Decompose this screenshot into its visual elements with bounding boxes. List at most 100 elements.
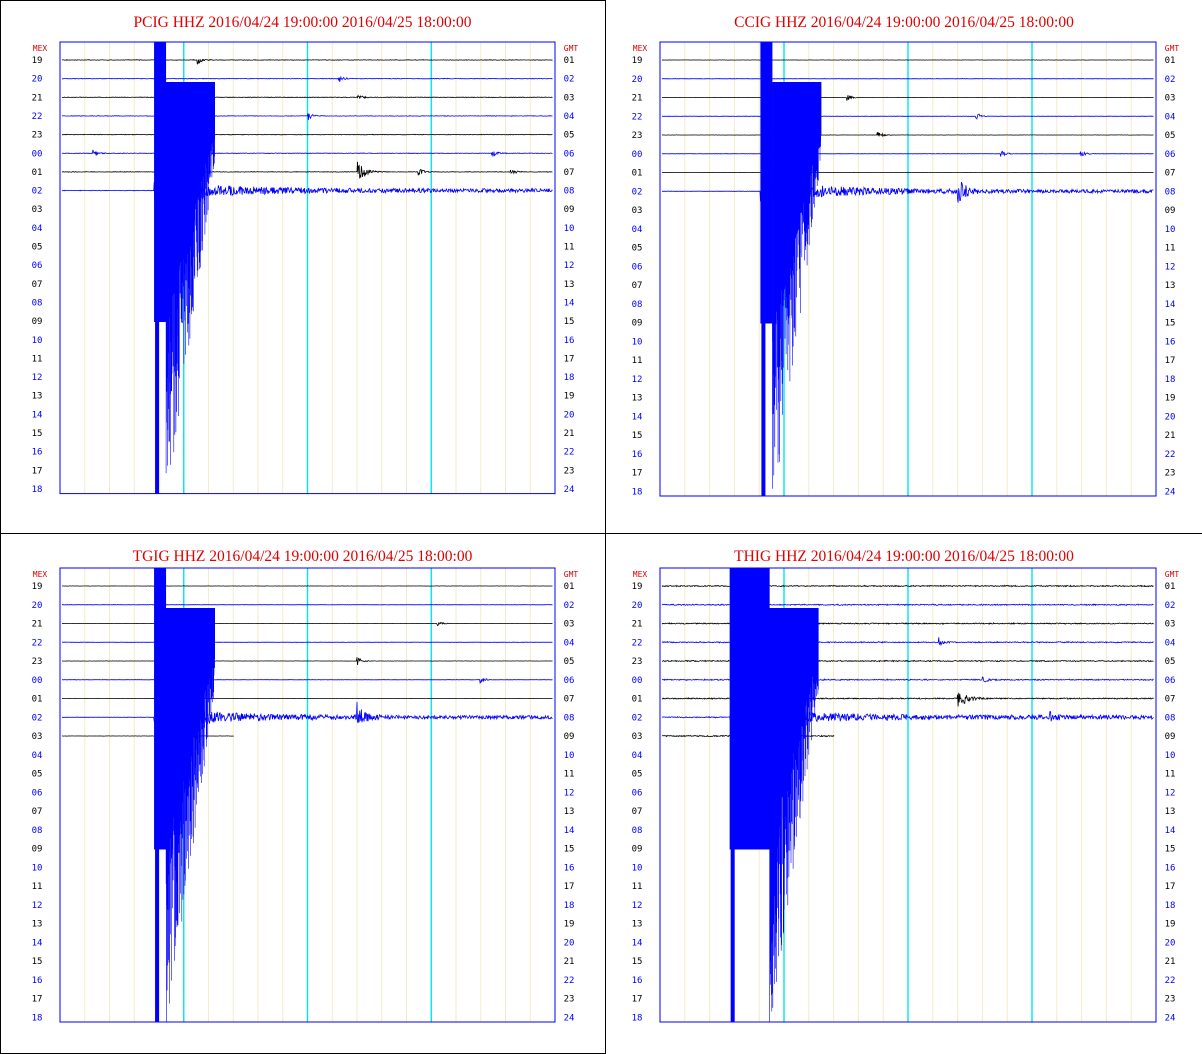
plot-frame	[659, 41, 1157, 497]
mex-hour-label: 03	[32, 732, 43, 742]
mex-hour-label: 14	[32, 410, 43, 420]
gmt-hour-label: 15	[564, 317, 575, 327]
trace-row	[61, 113, 553, 121]
gmt-hour-label: 01	[564, 582, 575, 592]
gmt-hour-label: 08	[1165, 187, 1176, 197]
gmt-hour-label: 08	[564, 187, 575, 197]
mex-hour-label: 02	[632, 713, 643, 723]
gmt-hour-label: 10	[1165, 751, 1176, 761]
mex-hour-label: 17	[32, 466, 43, 476]
mex-hour-label: 11	[632, 882, 643, 892]
horizontal-divider	[0, 533, 1202, 534]
mex-hour-label: 18	[32, 1013, 43, 1023]
mex-hour-label: 20	[32, 601, 43, 611]
gmt-hour-label: 03	[1165, 620, 1176, 630]
gmt-hour-label: 21	[564, 429, 575, 439]
gmt-hour-label: 22	[1165, 450, 1176, 460]
mex-hour-label: 07	[32, 807, 43, 817]
gmt-hour-label: 09	[564, 732, 575, 742]
mex-hour-label: 06	[632, 788, 643, 798]
gmt-hour-label: 17	[1165, 356, 1176, 366]
gmt-hour-label: 23	[1165, 469, 1176, 479]
gmt-hour-label: 11	[564, 243, 575, 253]
mex-hour-label: 07	[632, 281, 643, 291]
mex-hour-label: 12	[32, 901, 43, 911]
gmt-hour-label: 06	[564, 149, 575, 159]
mex-hour-label: 13	[32, 920, 43, 930]
mex-hour-label: 16	[632, 450, 643, 460]
mex-hour-label: 02	[32, 713, 43, 723]
gmt-hour-label: 10	[564, 751, 575, 761]
mex-hour-label: 21	[632, 94, 643, 104]
mex-hour-label: 11	[32, 354, 43, 364]
mex-hour-label: 10	[32, 863, 43, 873]
trace-row	[61, 180, 553, 201]
mex-hour-label: 09	[632, 319, 643, 329]
mex-hour-label: 08	[632, 300, 643, 310]
mex-hour-label: 17	[632, 469, 643, 479]
gmt-hour-label: 18	[564, 373, 575, 383]
gmt-hour-label: 02	[1165, 75, 1176, 85]
seismogram-panel-ccig: CCIG HHZ 2016/04/24 19:00:00 2016/04/25 …	[632, 14, 1180, 497]
gmt-hour-label: 01	[1165, 582, 1176, 592]
mainshock-saturation	[729, 568, 770, 850]
gmt-hour-label: 23	[1165, 995, 1176, 1005]
mex-hour-label: 14	[632, 938, 643, 948]
mex-hour-label: 23	[632, 131, 643, 141]
gmt-hour-label: 19	[1165, 920, 1176, 930]
gmt-hour-label: 13	[564, 807, 575, 817]
mex-hour-label: 11	[32, 882, 43, 892]
gmt-hour-label: 12	[564, 261, 575, 271]
gmt-hour-label: 14	[1165, 826, 1176, 836]
trace-row	[661, 113, 1154, 120]
panel-title: THIG HHZ 2016/04/24 19:00:00 2016/04/25 …	[734, 548, 1074, 565]
gmt-hour-label: 04	[564, 638, 575, 648]
mex-hour-label: 18	[632, 1013, 643, 1023]
gmt-hour-label: 05	[564, 131, 575, 141]
mex-hour-label: 01	[32, 168, 43, 178]
mainshock-tail	[730, 568, 735, 1022]
gmt-hour-label: 07	[564, 695, 575, 705]
plot-frame	[59, 567, 556, 1023]
gmt-hour-label: 02	[1165, 601, 1176, 611]
gmt-hour-label: 16	[564, 863, 575, 873]
mex-hour-label: 09	[32, 317, 43, 327]
gmt-hour-label: 24	[1165, 1013, 1176, 1023]
gmt-hour-label: 11	[564, 770, 575, 780]
mex-hour-label: 12	[632, 375, 643, 385]
mex-hour-label: 16	[632, 976, 643, 986]
mex-hour-label: 17	[32, 995, 43, 1005]
mex-hour-label: 05	[632, 244, 643, 254]
mex-hour-label: 15	[32, 957, 43, 967]
gmt-hour-label: 22	[564, 448, 575, 458]
mainshock-tail	[761, 42, 766, 496]
gmt-hour-label: 09	[1165, 732, 1176, 742]
gmt-hour-label: 11	[1165, 770, 1176, 780]
gmt-hour-label: 09	[1165, 206, 1176, 216]
mex-header: MEX	[33, 44, 48, 53]
mex-hour-label: 21	[632, 620, 643, 630]
mex-hour-label: 10	[32, 336, 43, 346]
trace-row	[61, 149, 553, 157]
trace-row	[62, 701, 553, 728]
mex-hour-label: 00	[632, 676, 643, 686]
trace-row	[62, 75, 553, 82]
outer-left-border	[0, 0, 1, 1054]
panel-title: CCIG HHZ 2016/04/24 19:00:00 2016/04/25 …	[734, 14, 1074, 31]
mex-hour-label: 13	[632, 920, 643, 930]
mex-hour-label: 06	[32, 261, 43, 271]
gmt-hour-label: 23	[564, 995, 575, 1005]
gmt-hour-label: 21	[1165, 431, 1176, 441]
mainshock-spikes	[165, 608, 215, 1022]
mainshock-tail	[155, 568, 160, 1022]
mex-hour-label: 00	[632, 150, 643, 160]
trace-row	[61, 161, 553, 179]
mex-hour-label: 18	[32, 485, 43, 495]
gmt-hour-label: 13	[564, 280, 575, 290]
gmt-hour-label: 06	[1165, 150, 1176, 160]
gmt-hour-label: 03	[564, 93, 575, 103]
gmt-hour-label: 13	[1165, 281, 1176, 291]
mex-hour-label: 14	[632, 412, 643, 422]
gmt-hour-label: 14	[564, 298, 575, 308]
gmt-hour-label: 04	[564, 112, 575, 122]
